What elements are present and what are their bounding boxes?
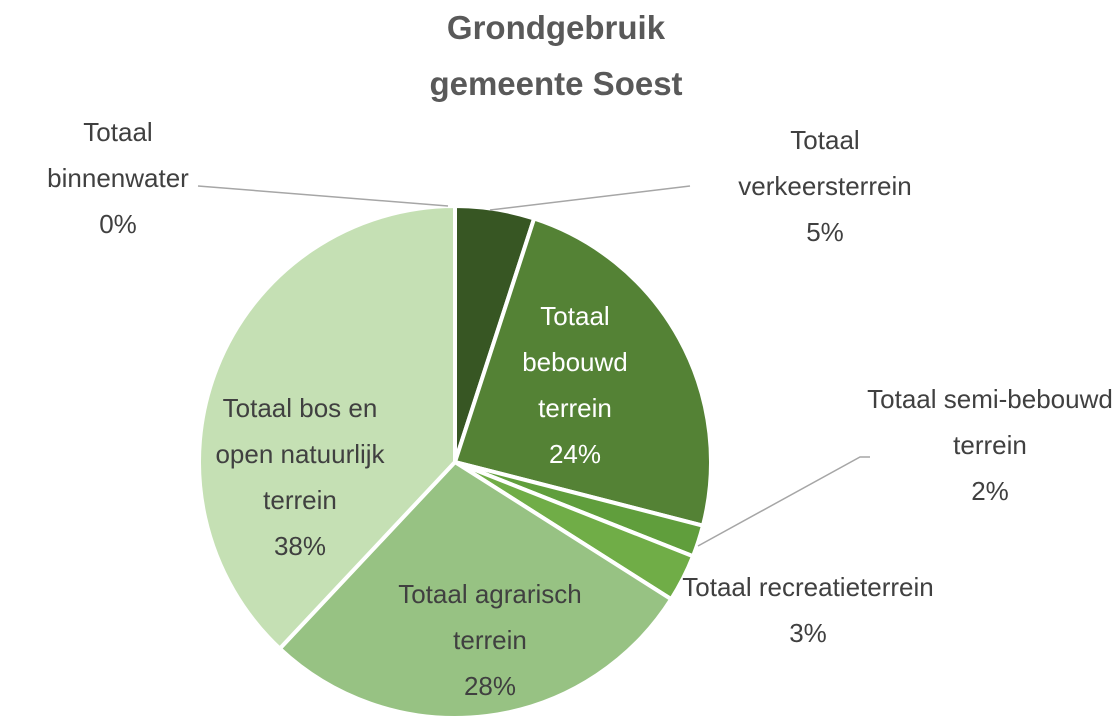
chart-title: Grondgebruik gemeente Soest — [429, 9, 683, 102]
pie-slice — [276, 459, 674, 720]
value-label: 38% — [273, 531, 327, 561]
leader-line — [697, 456, 870, 547]
category-label: Totaal binnenwater — [47, 117, 189, 193]
pie-slice — [197, 203, 457, 652]
value-label: 24% — [548, 439, 602, 469]
value-label: 0% — [99, 209, 137, 239]
data-label: Totaal semi-bebouwd terrein 2% — [860, 376, 1112, 514]
category-label: Totaal recreatieterrein — [682, 572, 934, 602]
category-label: Totaal verkeersterrein — [738, 125, 912, 201]
data-label: Totaal binnenwater 0% — [18, 109, 218, 247]
data-label: Totaal agrarisch terrein 28% — [360, 571, 620, 709]
category-label: Totaal semi-bebouwd terrein — [867, 384, 1112, 460]
value-label: 5% — [806, 217, 844, 247]
category-label: Totaal bos en open natuurlijk terrein — [215, 393, 385, 515]
value-label: 2% — [971, 476, 1009, 506]
data-label: Totaal recreatieterrein 3% — [678, 564, 938, 656]
category-label: Totaal agrarisch terrein — [398, 579, 582, 655]
leader-line — [489, 185, 691, 211]
pie-slice — [452, 216, 713, 529]
category-label: Totaal bebouwd terrein — [522, 301, 628, 423]
data-label: Totaal verkeersterrein 5% — [705, 117, 945, 255]
data-label: Totaal bebouwd terrein 24% — [500, 293, 650, 477]
value-label: 28% — [463, 671, 517, 701]
data-label: Totaal bos en open natuurlijk terrein 38% — [200, 385, 400, 569]
value-label: 3% — [789, 618, 827, 648]
leader-line — [197, 185, 449, 207]
